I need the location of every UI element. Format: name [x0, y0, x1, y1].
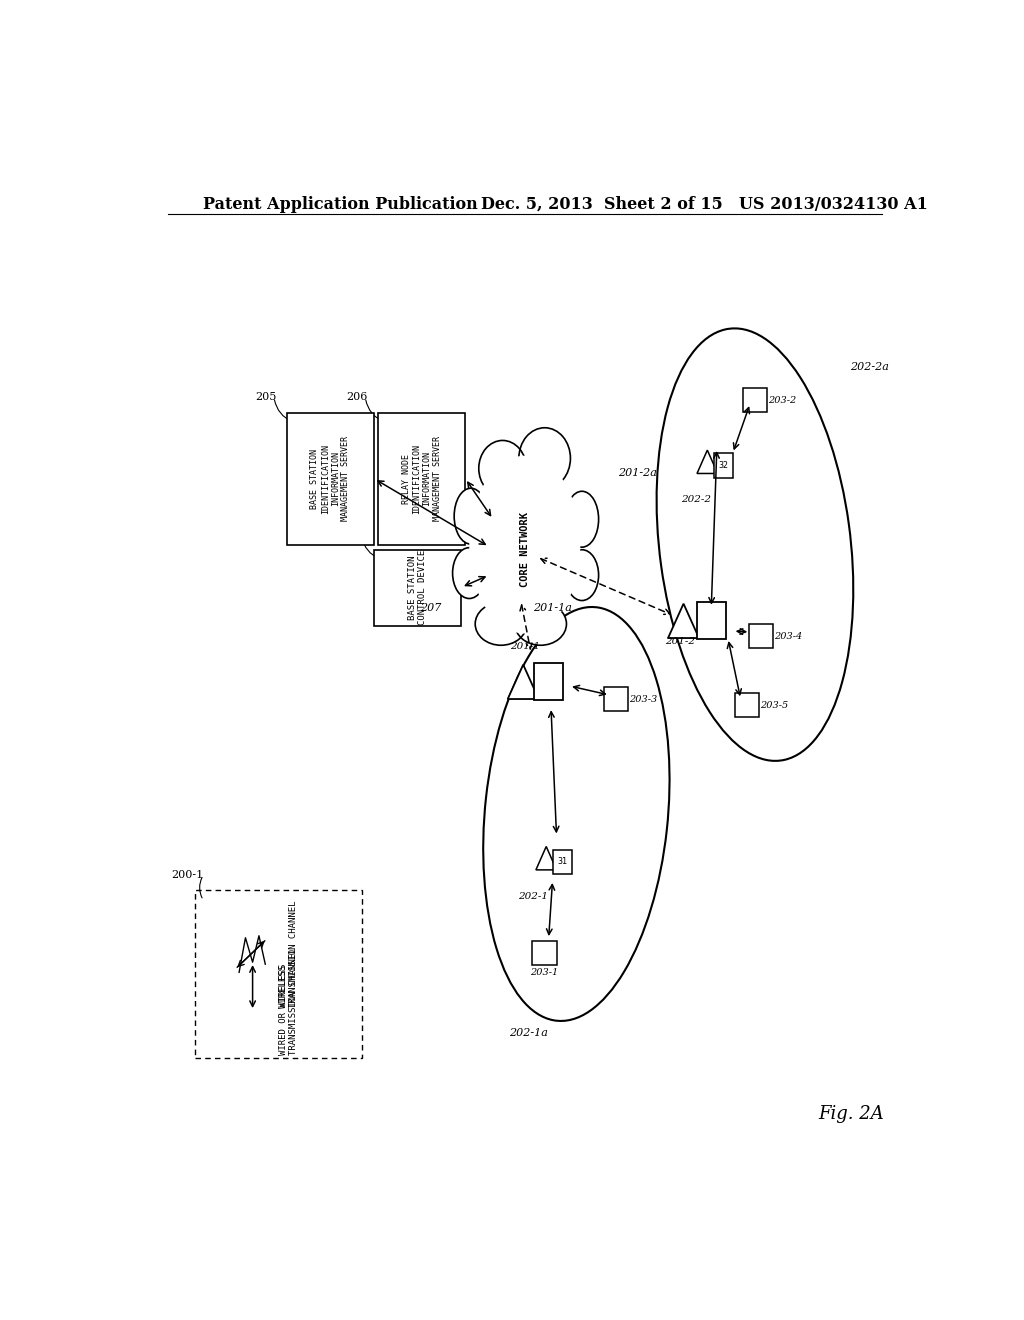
FancyBboxPatch shape [374, 549, 461, 626]
Text: 207: 207 [420, 603, 441, 612]
Text: Sheet 2 of 15: Sheet 2 of 15 [604, 195, 723, 213]
Ellipse shape [473, 458, 577, 631]
Text: 203-1: 203-1 [530, 968, 559, 977]
Text: 200-1: 200-1 [172, 870, 204, 880]
Text: 201-2a: 201-2a [618, 469, 657, 478]
Text: RELAY NODE
IDENTIFICATION
INFORMATION
MANAGEMENT SERVER: RELAY NODE IDENTIFICATION INFORMATION MA… [401, 436, 441, 521]
FancyBboxPatch shape [697, 602, 726, 639]
Text: 32: 32 [718, 461, 728, 470]
Polygon shape [508, 665, 539, 700]
FancyBboxPatch shape [750, 624, 773, 648]
FancyBboxPatch shape [535, 664, 563, 701]
Text: 203-3: 203-3 [629, 694, 657, 704]
FancyBboxPatch shape [378, 412, 465, 545]
Ellipse shape [519, 428, 570, 488]
Ellipse shape [475, 602, 526, 645]
Text: Fig. 2A: Fig. 2A [818, 1105, 884, 1123]
FancyBboxPatch shape [604, 688, 628, 711]
Text: BASE STATION
CONTROL DEVICE: BASE STATION CONTROL DEVICE [408, 550, 427, 626]
Text: 202-2a: 202-2a [850, 362, 889, 372]
Text: 202-1: 202-1 [518, 892, 548, 902]
Ellipse shape [479, 441, 526, 496]
Ellipse shape [515, 602, 566, 645]
FancyBboxPatch shape [714, 453, 733, 478]
Text: 206: 206 [346, 392, 368, 403]
Polygon shape [697, 450, 718, 474]
Polygon shape [536, 846, 557, 870]
Text: 203-2: 203-2 [768, 396, 796, 405]
Text: 203-4: 203-4 [774, 631, 803, 640]
Polygon shape [668, 603, 699, 638]
FancyBboxPatch shape [553, 850, 571, 874]
Text: 204: 204 [342, 529, 364, 540]
Ellipse shape [455, 488, 487, 544]
Ellipse shape [469, 455, 581, 634]
Text: US 2013/0324130 A1: US 2013/0324130 A1 [739, 195, 928, 213]
FancyBboxPatch shape [196, 890, 362, 1057]
Text: 205: 205 [255, 392, 276, 403]
Text: 201-1a: 201-1a [532, 603, 571, 612]
Text: 202-1a: 202-1a [509, 1027, 548, 1038]
FancyBboxPatch shape [287, 412, 374, 545]
Text: 31: 31 [557, 857, 567, 866]
Text: 201-2: 201-2 [665, 638, 694, 647]
Ellipse shape [483, 607, 670, 1020]
Text: CORE NETWORK: CORE NETWORK [520, 512, 529, 587]
FancyBboxPatch shape [742, 388, 767, 412]
Ellipse shape [565, 491, 599, 548]
Ellipse shape [656, 329, 853, 760]
Ellipse shape [453, 548, 486, 598]
Text: 203-5: 203-5 [760, 701, 788, 710]
Ellipse shape [565, 549, 599, 601]
FancyBboxPatch shape [735, 693, 759, 717]
Text: Dec. 5, 2013: Dec. 5, 2013 [481, 195, 593, 213]
Text: Patent Application Publication: Patent Application Publication [204, 195, 478, 213]
FancyBboxPatch shape [532, 941, 557, 965]
Text: 202-2: 202-2 [681, 495, 712, 504]
Text: WIRED OR WIRELESS
TRANSMISSION CHANNEL: WIRED OR WIRELESS TRANSMISSION CHANNEL [279, 946, 298, 1055]
Text: WIRELESS
TRANSMISSION CHANNEL: WIRELESS TRANSMISSION CHANNEL [279, 900, 298, 1007]
Text: 201-1: 201-1 [510, 643, 540, 651]
Text: BASE STATION
IDENTIFICATION
INFORMATION
MANAGEMENT SERVER: BASE STATION IDENTIFICATION INFORMATION … [310, 436, 350, 521]
